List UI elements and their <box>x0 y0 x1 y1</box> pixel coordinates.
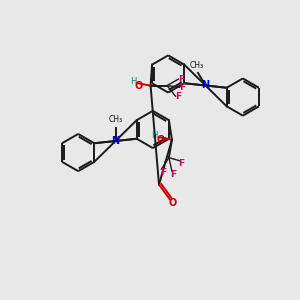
Text: N: N <box>201 80 210 91</box>
Text: N: N <box>111 136 120 146</box>
Text: O: O <box>168 198 177 208</box>
Text: F: F <box>175 92 181 101</box>
Text: F: F <box>170 170 176 179</box>
Text: CH₃: CH₃ <box>189 61 204 70</box>
Text: CH₃: CH₃ <box>108 116 123 124</box>
Text: F: F <box>178 75 184 84</box>
Text: O: O <box>135 81 143 91</box>
Text: H: H <box>130 77 136 86</box>
Text: O: O <box>156 135 164 145</box>
Text: H: H <box>152 131 158 140</box>
Text: F: F <box>160 168 166 177</box>
Text: F: F <box>179 83 185 92</box>
Text: F: F <box>178 159 184 168</box>
